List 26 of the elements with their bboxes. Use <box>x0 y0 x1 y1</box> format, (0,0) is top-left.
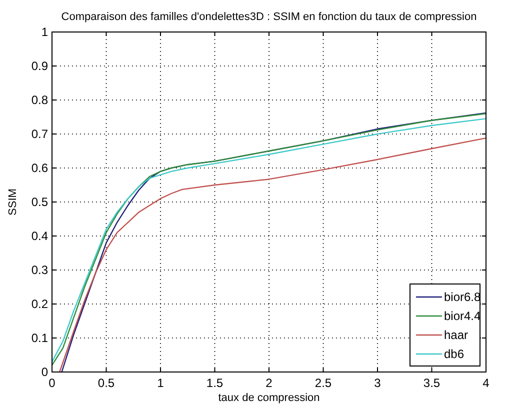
y-tick-label: 0.3 <box>31 263 48 277</box>
x-tick-label: 0.5 <box>98 376 115 390</box>
legend-label: haar <box>444 328 468 342</box>
y-tick-label: 0.4 <box>31 229 48 243</box>
legend-label: bior6.8 <box>444 290 482 304</box>
legend-label: bior4.4 <box>444 309 482 323</box>
x-tick-label: 2.5 <box>314 376 332 390</box>
x-tick-label: 4 <box>482 376 490 390</box>
y-tick-label: 0.2 <box>31 297 48 311</box>
x-tick-label: 1 <box>157 376 164 390</box>
x-tick-label: 3.5 <box>423 376 440 390</box>
x-tick-label: 1.5 <box>206 376 224 390</box>
y-tick-label: 0.9 <box>31 59 48 73</box>
legend-label: db6 <box>444 347 464 361</box>
y-tick-label: 0.7 <box>31 127 48 141</box>
chart-title: Comparaison des familles d'ondelettes3D : SSIM en fonction du taux de compression <box>61 11 477 23</box>
x-tick-label: 2 <box>266 376 273 390</box>
y-tick-label: 0.8 <box>31 93 48 107</box>
x-tick-label: 3 <box>374 376 382 390</box>
y-axis-title: SSIM <box>7 188 19 216</box>
y-tick-label: 0.6 <box>31 161 48 175</box>
y-tick-label: 0 <box>41 365 48 379</box>
y-tick-label: 0.5 <box>31 195 48 209</box>
y-tick-label: 0.1 <box>31 331 48 345</box>
x-axis-title: taux de compression <box>218 392 320 404</box>
y-tick-label: 1 <box>41 25 48 39</box>
